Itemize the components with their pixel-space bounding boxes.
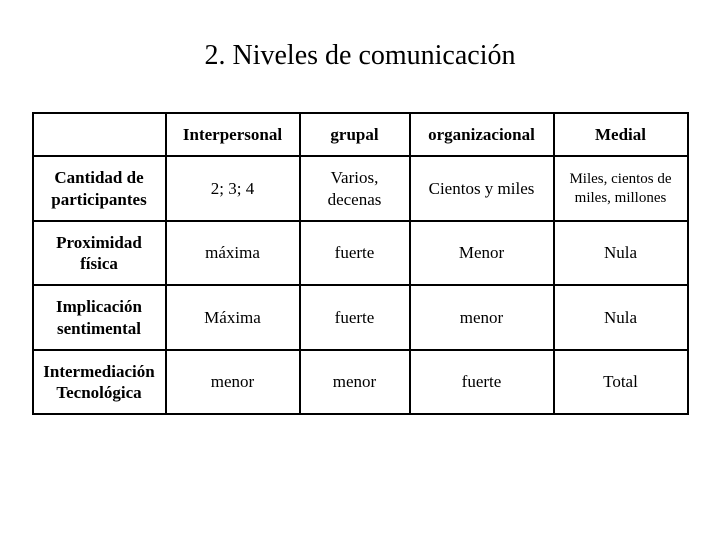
levels-table: Interpersonal grupal organizacional Medi…: [32, 112, 689, 415]
table-cell: fuerte: [300, 285, 410, 350]
table-cell: Cientos y miles: [410, 156, 554, 221]
table-cell: Máxima: [166, 285, 300, 350]
table-row: Implicación sentimental Máxima fuerte me…: [33, 285, 688, 350]
col-header-medial: Medial: [554, 113, 688, 156]
row-label: Proximidad física: [33, 221, 166, 286]
table-cell: Total: [554, 350, 688, 415]
table-header-row: Interpersonal grupal organizacional Medi…: [33, 113, 688, 156]
col-header-interpersonal: Interpersonal: [166, 113, 300, 156]
table-row: Proximidad física máxima fuerte Menor Nu…: [33, 221, 688, 286]
row-label: Intermediación Tecnológica: [33, 350, 166, 415]
col-header-grupal: grupal: [300, 113, 410, 156]
table-cell: máxima: [166, 221, 300, 286]
table-cell: menor: [410, 285, 554, 350]
table-cell: menor: [300, 350, 410, 415]
col-header-blank: [33, 113, 166, 156]
table-row: Intermediación Tecnológica menor menor f…: [33, 350, 688, 415]
table-cell: fuerte: [410, 350, 554, 415]
table-row: Cantidad de participantes 2; 3; 4 Varios…: [33, 156, 688, 221]
row-label: Implicación sentimental: [33, 285, 166, 350]
table-cell: Menor: [410, 221, 554, 286]
table-cell: menor: [166, 350, 300, 415]
table-cell: Miles, cientos de miles, millones: [554, 156, 688, 221]
slide: 2. Niveles de comunicación Interpersonal…: [0, 0, 720, 540]
page-title: 2. Niveles de comunicación: [30, 40, 690, 72]
table-cell: Nula: [554, 285, 688, 350]
col-header-organizacional: organizacional: [410, 113, 554, 156]
table-cell: Nula: [554, 221, 688, 286]
row-label: Cantidad de participantes: [33, 156, 166, 221]
table-cell: 2; 3; 4: [166, 156, 300, 221]
table-cell: fuerte: [300, 221, 410, 286]
table-cell: Varios, decenas: [300, 156, 410, 221]
